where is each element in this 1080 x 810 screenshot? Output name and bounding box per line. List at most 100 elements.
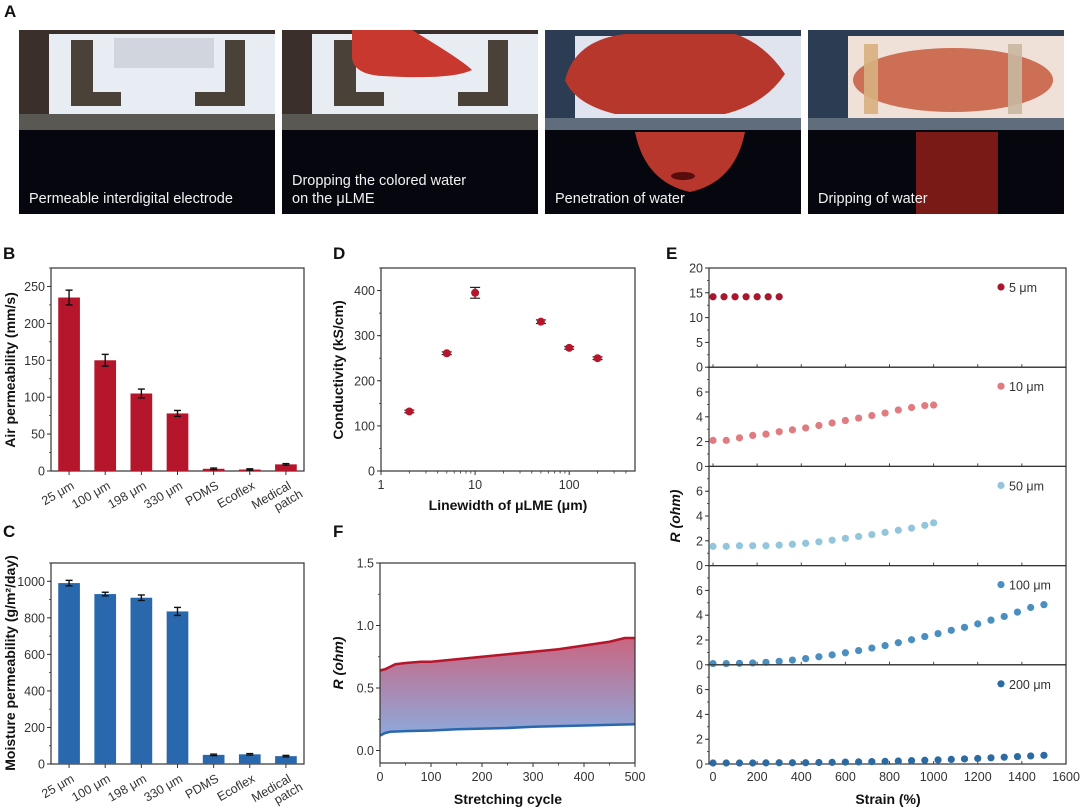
data-point xyxy=(788,656,797,664)
ylabel-resistance-f: R (ohm) xyxy=(330,636,346,689)
data-point xyxy=(749,542,757,550)
data-point xyxy=(881,641,889,650)
y-tick-label: 0 xyxy=(696,460,703,474)
x-tick-label-line: 330 μm xyxy=(142,478,185,511)
y-tick-label: 0 xyxy=(368,465,375,479)
x-tick-label: 100 μm xyxy=(69,771,112,804)
photo-dry-electrode: Permeable interdigital electrode xyxy=(19,30,275,214)
y-tick-label: 0 xyxy=(696,658,703,672)
subplot-5m: 0 5 10 15 20 5 μm xyxy=(689,262,1067,375)
data-point xyxy=(788,540,797,548)
xlabel-linewidth: Linewidth of μLME (μm) xyxy=(429,497,588,513)
y-tick-label: 4 xyxy=(696,410,703,424)
data-point xyxy=(930,401,938,409)
x-tick-label-line: Ecoflex xyxy=(215,771,258,804)
x-tick-label: 1000 xyxy=(920,770,948,784)
data-point xyxy=(894,526,902,534)
data-point xyxy=(802,539,810,547)
data-point xyxy=(749,431,757,439)
dripping-illustration xyxy=(808,30,1064,214)
data-point xyxy=(921,756,929,764)
x-tick-label: 100 xyxy=(559,478,580,492)
data-point xyxy=(802,655,810,663)
data-point xyxy=(881,409,889,417)
x-tick-label-line: 100 μm xyxy=(69,478,112,511)
data-point xyxy=(974,754,982,763)
x-tick-label: 10 xyxy=(468,478,482,492)
data-point xyxy=(775,293,783,301)
x-tick-label: 200 xyxy=(472,770,493,784)
y-tick-label: 200 xyxy=(24,317,45,331)
x-tick-label: PDMS xyxy=(183,771,221,801)
data-point xyxy=(722,436,730,444)
panel-letter-e: E xyxy=(666,244,678,263)
data-point xyxy=(815,538,823,546)
data-point xyxy=(841,534,849,542)
data-point xyxy=(405,407,414,416)
data-point xyxy=(762,542,770,550)
y-tick-label: 0 xyxy=(38,465,45,479)
data-point xyxy=(881,528,889,536)
panel-letter-c: C xyxy=(3,522,16,541)
data-point xyxy=(1027,752,1035,760)
xlabel-stretching-cycle: Stretching cycle xyxy=(454,791,562,807)
data-point xyxy=(855,646,863,655)
y-tick-label: 200 xyxy=(354,374,375,388)
data-point xyxy=(742,293,750,301)
bar xyxy=(202,754,225,764)
x-tick-label: 198 μm xyxy=(106,771,149,804)
x-tick-label-line: Ecoflex xyxy=(215,478,258,511)
ylabel-conductivity: Conductivity (kS/cm) xyxy=(330,300,346,439)
panel-letter-a: A xyxy=(4,2,17,21)
y-tick-label: 600 xyxy=(24,648,45,662)
ylabel-air-permeability: Air permeability (mm/s) xyxy=(2,292,18,448)
subplot-200m: 0 2 4 6 200 μm xyxy=(696,664,1067,772)
x-tick-label: 100 μm xyxy=(69,478,112,511)
data-point xyxy=(855,758,863,766)
legend-label: 100 μm xyxy=(1009,579,1051,593)
legend-marker xyxy=(997,680,1005,688)
data-point xyxy=(930,519,938,527)
y-tick-label: 2 xyxy=(696,634,703,648)
data-point xyxy=(841,416,849,425)
y-tick-label: 100 xyxy=(24,391,45,405)
data-point xyxy=(868,644,876,652)
data-point xyxy=(907,403,916,412)
x-tick-label: Ecoflex xyxy=(215,478,258,511)
data-point xyxy=(828,536,836,544)
data-point xyxy=(1040,601,1048,609)
data-point xyxy=(974,620,982,628)
x-tick-label: 0 xyxy=(377,770,384,784)
data-point xyxy=(894,639,902,647)
bar xyxy=(275,464,297,471)
y-tick-label: 4 xyxy=(696,708,703,722)
data-point xyxy=(722,659,730,668)
data-point xyxy=(934,629,942,638)
data-point xyxy=(731,293,739,301)
panel-letter-d: D xyxy=(333,244,346,263)
y-tick-label: 0 xyxy=(696,758,703,772)
x-tick-label-line: 198 μm xyxy=(106,478,149,511)
data-point xyxy=(775,428,783,436)
data-point xyxy=(536,317,545,326)
data-point xyxy=(894,757,902,765)
plot-frame xyxy=(380,267,636,472)
data-point xyxy=(709,759,717,767)
y-tick-label: 400 xyxy=(24,684,45,698)
bar xyxy=(58,583,80,764)
x-tick-label: 500 xyxy=(625,770,646,784)
bar xyxy=(94,594,117,764)
data-point xyxy=(868,411,876,420)
y-tick-label: 5 xyxy=(696,336,703,350)
data-point xyxy=(442,349,451,358)
data-point xyxy=(881,757,889,765)
y-tick-label: 6 xyxy=(696,386,703,400)
data-point xyxy=(947,626,955,634)
data-point xyxy=(868,758,876,766)
y-tick-label: 15 xyxy=(689,286,703,300)
legend-label: 50 μm xyxy=(1009,479,1044,493)
bar xyxy=(130,393,153,471)
xlabel-strain: Strain (%) xyxy=(855,791,920,807)
panel-letter-f: F xyxy=(333,522,344,541)
y-tick-label: 1.5 xyxy=(357,557,374,571)
